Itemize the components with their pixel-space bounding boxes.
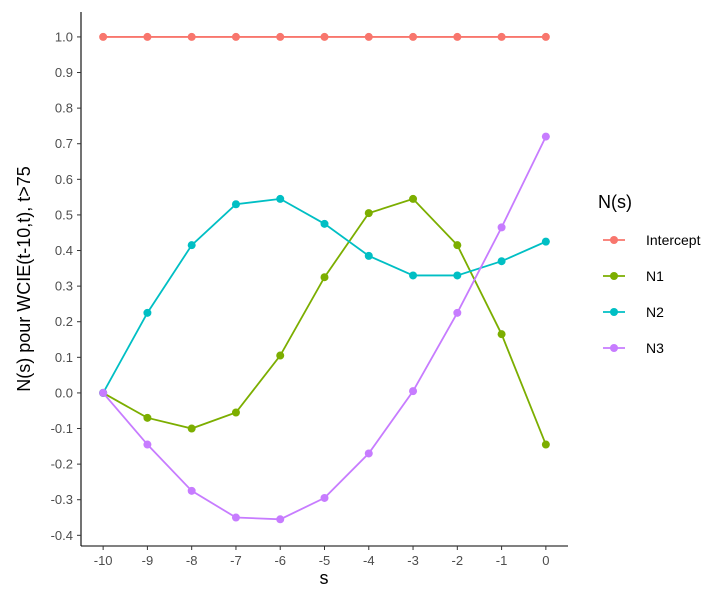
data-point-n1: N1 (-8, -0.1) [187, 424, 196, 433]
data-point-n3: N3 (-8, -0.275) [187, 486, 196, 495]
y-tick-label: 0.6 [55, 172, 73, 187]
data-point-intercept: Intercept (-9, 1) [143, 32, 152, 41]
legend-key-point [610, 236, 618, 244]
data-point-intercept: Intercept (-8, 1) [187, 32, 196, 41]
data-point-n3: N3 (-2, 0.225) [453, 308, 462, 317]
data-point-intercept: Intercept (-4, 1) [364, 32, 373, 41]
series-line-n3 [102, 136, 547, 521]
data-point-n1: N1 (-7, -0.055) [231, 408, 240, 417]
legend-title: N(s) [598, 192, 632, 212]
legend-label: N2 [646, 304, 664, 320]
x-tick-label: -9 [142, 553, 154, 568]
x-tick-label: -5 [319, 553, 331, 568]
data-point-n1: N1 (-5, 0.325) [320, 273, 329, 282]
y-tick-label: 1.0 [55, 29, 73, 44]
x-tick-label: -6 [274, 553, 286, 568]
y-tick-label: -0.1 [51, 421, 73, 436]
y-tick-label: -0.4 [51, 528, 73, 543]
legend-key-point [610, 272, 618, 280]
y-tick-label: 0.0 [55, 385, 73, 400]
data-point-n3: N3 (-3, 0.005) [409, 387, 418, 396]
data-point-n3: N3 (-6, -0.355) [276, 515, 285, 524]
x-tick-label: -7 [230, 553, 242, 568]
data-point-n3: N3 (-1, 0.465) [497, 223, 506, 232]
data-point-n2: N2 (-4, 0.385) [364, 251, 373, 260]
data-point-n1: N1 (-6, 0.105) [276, 351, 285, 360]
legend-label: Intercept [646, 232, 701, 248]
series-line-n1 [102, 197, 547, 445]
data-point-n3: N3 (-7, -0.35) [231, 513, 240, 522]
y-tick-label: 0.2 [55, 314, 73, 329]
y-tick-label: 0.9 [55, 65, 73, 80]
series-n1: N1 (-10, 0)N1 (-9, -0.07)N1 (-8, -0.1)N1… [99, 194, 550, 449]
y-tick-label: 0.3 [55, 279, 73, 294]
data-point-n3: N3 (-9, -0.145) [143, 440, 152, 449]
data-point-n2: N2 (-6, 0.545) [276, 194, 285, 203]
x-axis-ticks: -10 -9 -8 -7 -6 -5 -4 -3 -2 -1 0 [94, 546, 549, 568]
data-point-intercept: Intercept (-3, 1) [409, 32, 418, 41]
data-point-n1: N1 (-2, 0.415) [453, 241, 462, 250]
series-intercept: Intercept (-10, 1) Intercept (-9, 1) Inter… [99, 32, 550, 41]
data-point-n2: N2 (-7, 0.53) [231, 200, 240, 209]
y-axis-ticks: -0.4 -0.3 -0.2 -0.1 0.0 0.1 0.2 0.3 0.4 0.5 0.6 0.7… [51, 29, 81, 543]
data-point-n2: N2 (-2, 0.33) [453, 271, 462, 280]
data-point-n2: N2 (-9, 0.225) [143, 308, 152, 317]
x-tick-label: 0 [542, 553, 549, 568]
series-line-n2 [102, 197, 547, 394]
data-point-intercept: Intercept (-5, 1) [320, 32, 329, 41]
data-point-n3: N3 (-10, 0) [99, 388, 108, 397]
x-tick-label: -3 [407, 553, 419, 568]
data-point-n1: N1 (-4, 0.505) [364, 209, 373, 218]
data-point-n1: N1 (-3, 0.545) [409, 194, 418, 203]
legend-item-n2: N2 [603, 304, 664, 320]
y-tick-label: 0.7 [55, 136, 73, 151]
legend-item-n1: N1 [603, 268, 664, 284]
y-tick-label: -0.3 [51, 492, 73, 507]
legend-item-intercept: Intercept [603, 232, 701, 248]
data-point-n1: N1 (-1, 0.165) [497, 330, 506, 339]
legend-item-n3: N3 [603, 340, 664, 356]
data-point-n3: N3 (0, 0.72) [541, 132, 550, 141]
data-point-n2: N2 (-5, 0.475) [320, 219, 329, 228]
data-point-intercept: Intercept (-7, 1) [231, 32, 240, 41]
legend-label: N1 [646, 268, 664, 284]
data-point-intercept: Intercept (-6, 1) [276, 32, 285, 41]
legend-key-point [610, 308, 618, 316]
data-point-intercept: Intercept (-1, 1) [497, 32, 506, 41]
y-tick-label: 0.4 [55, 243, 73, 258]
y-axis-title: N(s) pour WCIE(t-10,t), t>75 [14, 166, 34, 392]
x-tick-label: -2 [452, 553, 464, 568]
series-n3: N3 (-10, 0) N3 (-9, -0.145) N3 (-8, -0.275… [99, 132, 550, 524]
y-tick-label: 0.5 [55, 207, 73, 222]
data-point-n2: N2 (-3, 0.33) [409, 271, 418, 280]
y-tick-label: -0.2 [51, 457, 73, 472]
x-tick-label: -1 [496, 553, 508, 568]
x-axis-title: s [320, 568, 329, 588]
data-point-n3: N3 (-5, -0.295) [320, 493, 329, 502]
x-tick-label: -10 [94, 553, 113, 568]
data-point-n3: N3 (-4, -0.17) [364, 449, 373, 458]
x-tick-label: -8 [186, 553, 198, 568]
data-point-intercept: Intercept (-2, 1) [453, 32, 462, 41]
legend: Intercept N1 N2 N3 [603, 232, 701, 356]
data-point-intercept: Intercept (-10, 1) [99, 32, 108, 41]
data-point-n1: N1 (0, -0.145) [541, 440, 550, 449]
y-tick-label: 0.8 [55, 101, 73, 116]
data-point-n2: N2 (-8, 0.415) [187, 241, 196, 250]
x-tick-label: -4 [363, 553, 375, 568]
data-point-intercept: Intercept (0, 1) [541, 32, 550, 41]
data-point-n1: N1 (-9, -0.07) [143, 413, 152, 422]
legend-key-point [610, 344, 618, 352]
legend-label: N3 [646, 340, 664, 356]
plot-area: Intercept (-10, 1) Intercept (-9, 1) Inter… [99, 32, 550, 524]
data-point-n2: N2 (-1, 0.37) [497, 257, 506, 266]
y-tick-label: 0.1 [55, 350, 73, 365]
data-point-n2: N2 (0, 0.425) [541, 237, 550, 246]
